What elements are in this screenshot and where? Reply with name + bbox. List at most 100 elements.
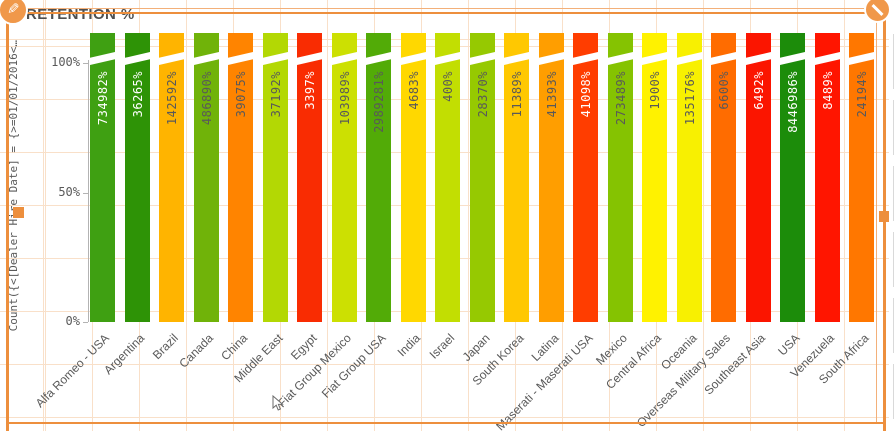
bar-value-label: 8446986%: [785, 71, 800, 133]
bar[interactable]: 8446986%: [780, 33, 805, 322]
bar-value-label: 2989281%: [371, 71, 386, 133]
overflow-slash: [746, 51, 771, 66]
bar[interactable]: 41098%: [573, 33, 598, 322]
bar-value-label: 28370%: [475, 71, 490, 118]
selection-border-bottom: [8, 422, 884, 424]
overflow-slash: [159, 51, 184, 66]
category-label: Alfa Romeo - USA: [33, 331, 113, 411]
y-axis-tick-label: 50%: [58, 184, 80, 199]
bar[interactable]: 4683%: [401, 33, 426, 322]
bar[interactable]: 36265%: [125, 33, 150, 322]
category-label: China: [218, 331, 251, 364]
bar-value-label: 36265%: [130, 71, 145, 118]
category-label: India: [395, 331, 424, 360]
slash-icon: [871, 3, 884, 16]
category-label: Israel: [426, 331, 458, 362]
resize-handle-left[interactable]: [13, 207, 24, 218]
bar[interactable]: 39075%: [228, 33, 253, 322]
category-label: Fiat Group USA: [318, 331, 389, 401]
overflow-slash: [711, 51, 736, 66]
y-axis-tick-mark: [83, 192, 88, 194]
bar-value-label: 11389%: [509, 71, 524, 118]
overflow-slash: [780, 51, 805, 66]
right-panel-divider: [893, 34, 894, 426]
overflow-slash: [642, 51, 667, 66]
bar-value-label: 103989%: [337, 71, 352, 126]
bar-value-label: 1900%: [647, 71, 662, 110]
bar-value-label: 6492%: [751, 71, 766, 110]
overflow-slash: [815, 51, 840, 66]
overflow-slash: [125, 51, 150, 66]
bar[interactable]: 37192%: [263, 33, 288, 322]
bar[interactable]: 6600%: [711, 33, 736, 322]
bar-value-label: 37192%: [268, 71, 283, 118]
overflow-slash: [849, 51, 874, 66]
bar-value-label: 734982%: [95, 71, 110, 126]
bar[interactable]: 734982%: [90, 33, 115, 322]
selection-border-top: [26, 12, 869, 14]
overflow-slash: [539, 51, 564, 66]
bar-value-label: 8489%: [820, 71, 835, 110]
edit-badge[interactable]: ✎: [0, 0, 28, 25]
bar-value-label: 486890%: [199, 71, 214, 126]
bar-value-label: 400%: [440, 71, 455, 102]
overflow-slash: [677, 51, 702, 66]
y-axis-tick-mark: [83, 322, 88, 323]
overflow-slash: [608, 51, 633, 66]
overflow-slash: [263, 51, 288, 66]
bar-value-label: 24194%: [854, 71, 869, 118]
bar[interactable]: 6492%: [746, 33, 771, 322]
bar-value-label: 4683%: [406, 71, 421, 110]
bar-value-label: 39075%: [233, 71, 248, 118]
chart-title: RETENTION %: [26, 6, 135, 23]
category-label: USA: [775, 331, 803, 359]
y-axis-tick-label: 100%: [51, 55, 80, 69]
bar[interactable]: 8489%: [815, 33, 840, 322]
overflow-slash: [435, 51, 460, 66]
y-axis-line: [88, 60, 89, 322]
bar[interactable]: 28370%: [470, 33, 495, 322]
pencil-icon: ✎: [6, 0, 20, 18]
resize-handle-right[interactable]: [879, 211, 890, 222]
overflow-slash: [297, 51, 322, 66]
y-axis-tick-label: 0%: [65, 314, 80, 328]
bar[interactable]: 273489%: [608, 33, 633, 322]
bar[interactable]: 2989281%: [366, 33, 391, 322]
selection-border-top-inner: [26, 8, 869, 9]
right-panel-edge: [889, 0, 895, 431]
bar-value-label: 6600%: [716, 71, 731, 110]
bar[interactable]: 11389%: [504, 33, 529, 322]
bar[interactable]: 103989%: [332, 33, 357, 322]
overflow-slash: [228, 51, 253, 66]
bar[interactable]: 1900%: [642, 33, 667, 322]
bar-value-label: 273489%: [613, 71, 628, 126]
bar[interactable]: 41393%: [539, 33, 564, 322]
bar[interactable]: 486890%: [194, 33, 219, 322]
bar[interactable]: 135176%: [677, 33, 702, 322]
bar-value-label: 41098%: [578, 71, 593, 118]
category-label: Brazil: [150, 331, 182, 363]
y-axis-tick-mark: [83, 63, 88, 64]
overflow-slash: [401, 51, 426, 66]
bar[interactable]: 400%: [435, 33, 460, 322]
selection-border-left: [6, 0, 9, 431]
bar[interactable]: 24194%: [849, 33, 874, 322]
overflow-slash: [332, 51, 357, 66]
bar-value-label: 3397%: [302, 71, 317, 110]
overflow-slash: [470, 51, 495, 66]
category-label: Egypt: [287, 331, 320, 363]
overflow-slash: [504, 51, 529, 66]
bar[interactable]: 142592%: [159, 33, 184, 322]
bar-value-label: 41393%: [544, 71, 559, 118]
hide-badge[interactable]: [864, 0, 891, 23]
category-label: Canada: [176, 331, 217, 371]
overflow-slash: [90, 51, 115, 66]
overflow-slash: [366, 51, 391, 66]
overflow-slash: [573, 51, 598, 66]
mouse-cursor: [272, 395, 284, 411]
bar[interactable]: 3397%: [297, 33, 322, 322]
selection-border-right-inner: [876, 12, 877, 423]
overflow-slash: [194, 51, 219, 66]
bar-value-label: 142592%: [164, 71, 179, 126]
